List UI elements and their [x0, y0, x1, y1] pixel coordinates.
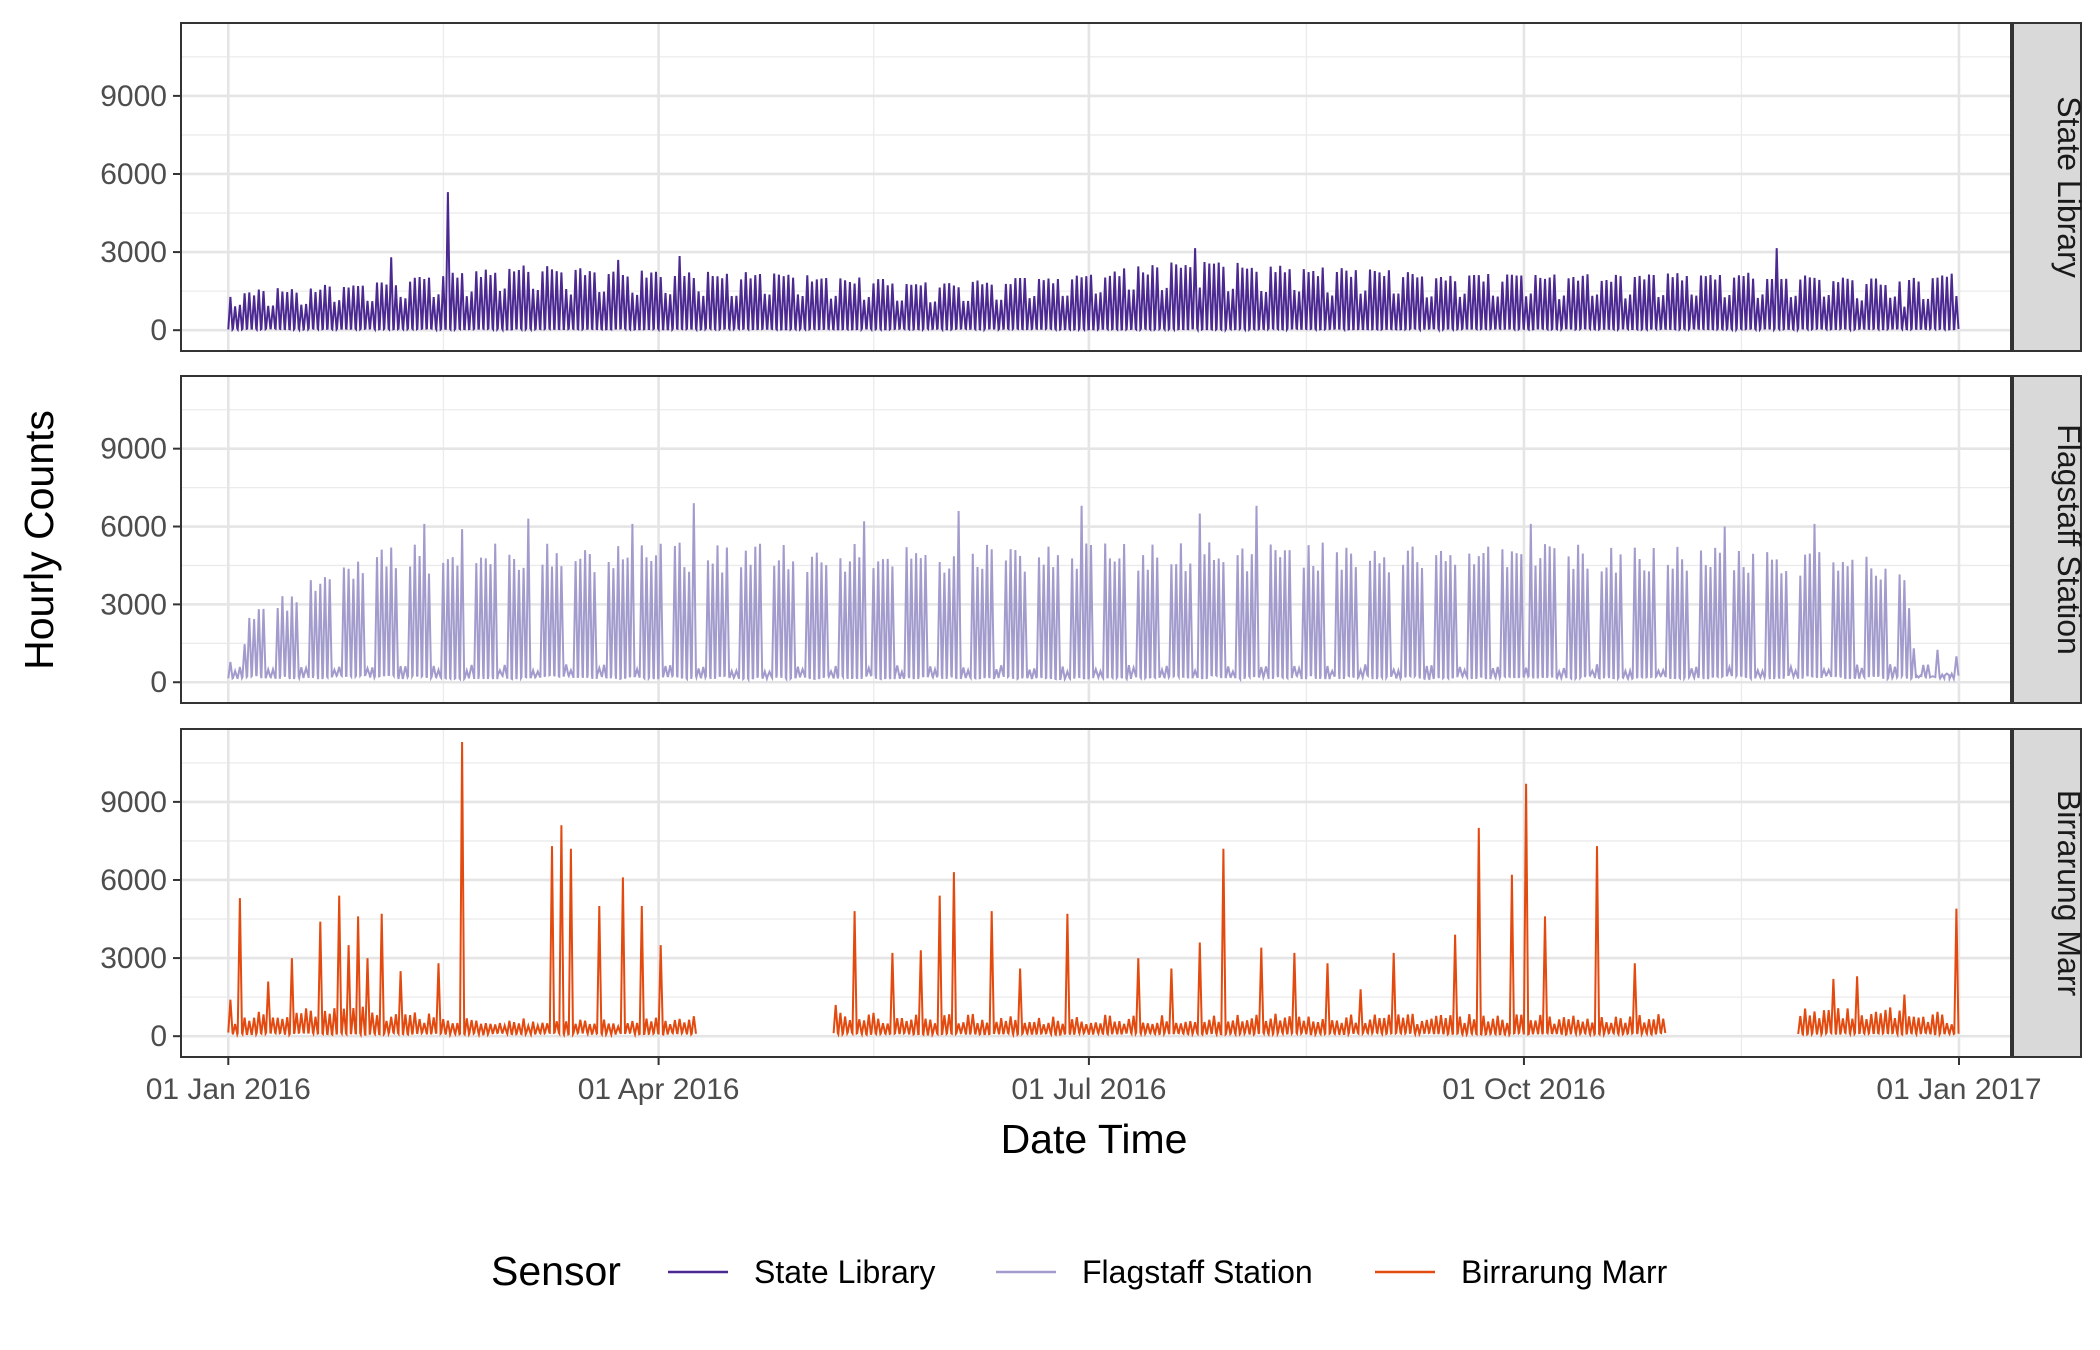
- legend-label: Birrarung Marr: [1461, 1254, 1668, 1290]
- y-tick-label: 3000: [100, 588, 167, 621]
- panel-state-library: 0 3000 6000 9000 State Library: [100, 22, 2087, 352]
- x-tick-label: 01 Jan 2017: [1876, 1073, 2041, 1106]
- chart-panels: 0 3000 6000 9000 State Library 0 3000 6000 9000 F…: [100, 22, 2087, 1058]
- panel-birrarung-marr: 0 3000 6000 9000 Birrarung Marr: [100, 728, 2087, 1058]
- y-tick-label: 0: [150, 314, 167, 347]
- panel-background: [181, 376, 2011, 703]
- panel-border: [180, 728, 2012, 1058]
- legend-label: State Library: [754, 1254, 935, 1290]
- facet-strip: [2012, 375, 2082, 704]
- x-tick-label: 01 Oct 2016: [1442, 1073, 1605, 1106]
- facet-strip-label: Flagstaff Station: [2051, 424, 2087, 655]
- panel-background: [181, 729, 2011, 1057]
- panel-flagstaff-station: 0 3000 6000 9000 Flagstaff Station: [100, 375, 2087, 704]
- x-tick-label: 01 Apr 2016: [578, 1073, 740, 1106]
- y-axis-title: Hourly Counts: [16, 410, 62, 670]
- panel-border: [180, 22, 2012, 352]
- series-line-birrarung-marr: [227, 741, 1960, 1039]
- y-tick-label: 0: [150, 666, 167, 699]
- y-tick-label: 6000: [100, 158, 167, 191]
- y-tick-label: 9000: [100, 786, 167, 819]
- legend-title: Sensor: [491, 1248, 621, 1294]
- x-axis: 01 Jan 2016 01 Apr 2016 01 Jul 2016 01 Oct …: [146, 1057, 2042, 1106]
- facet-strip-label: State Library: [2051, 96, 2087, 277]
- facet-strip: [2012, 22, 2082, 352]
- x-tick-label: 01 Jan 2016: [146, 1073, 311, 1106]
- y-tick-label: 6000: [100, 511, 167, 544]
- y-tick-label: 3000: [100, 942, 167, 975]
- y-tick-label: 6000: [100, 864, 167, 897]
- legend-label: Flagstaff Station: [1082, 1254, 1313, 1290]
- x-tick-label: 01 Jul 2016: [1011, 1073, 1166, 1106]
- y-tick-label: 9000: [100, 80, 167, 113]
- series-line-flagstaff-station: [227, 503, 1960, 683]
- x-axis-title: Date Time: [1001, 1116, 1188, 1162]
- facet-strip: [2012, 728, 2082, 1058]
- series-line-state-library: [227, 192, 1960, 334]
- y-tick-label: 9000: [100, 433, 167, 466]
- panel-border: [180, 375, 2012, 704]
- legend: Sensor State Library Flagstaff Station Bir…: [491, 1248, 1668, 1294]
- y-tick-label: 0: [150, 1020, 167, 1053]
- y-tick-label: 3000: [100, 236, 167, 269]
- facet-strip-label: Birrarung Marr: [2051, 790, 2087, 997]
